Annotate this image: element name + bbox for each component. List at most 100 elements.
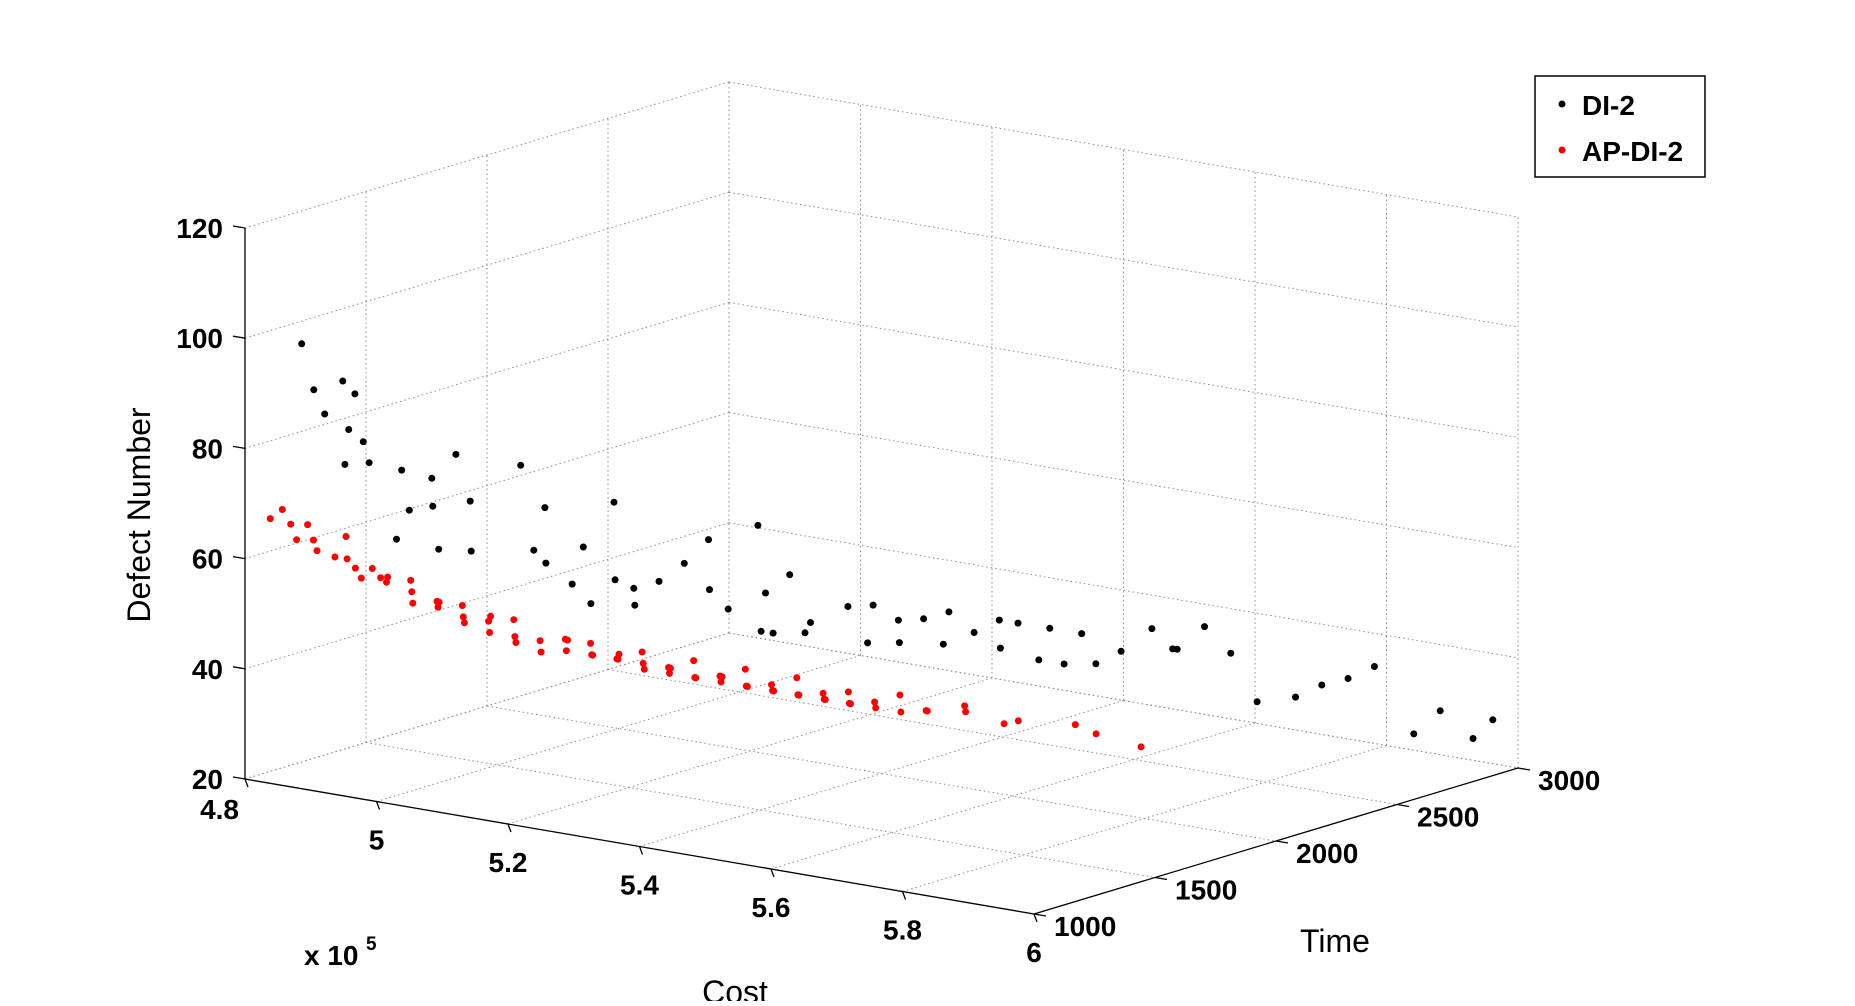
y-tick-label: 2000: [1296, 838, 1358, 869]
data-point: [511, 633, 519, 641]
y-tick-mark: [1154, 876, 1168, 881]
data-point: [801, 629, 809, 637]
axes: [232, 225, 1531, 923]
data-point: [310, 386, 318, 394]
data-point: [341, 460, 349, 468]
back-wall-gridline: [728, 191, 1519, 328]
legend: DI-2 AP-DI-2: [1534, 75, 1706, 178]
data-point: [365, 459, 373, 467]
z-tick-mark: [232, 445, 246, 450]
data-point: [706, 586, 713, 594]
data-point: [970, 629, 978, 636]
x-tick-label: 4.8: [200, 794, 239, 825]
data-point: [1014, 619, 1022, 627]
data-point: [718, 673, 726, 681]
data-point: [807, 619, 814, 626]
data-point: [770, 687, 778, 695]
data-point: [357, 574, 365, 582]
x-tick-label: 5.4: [620, 870, 659, 901]
data-point: [724, 605, 732, 613]
z-tick-label: 60: [192, 544, 223, 575]
data-point: [377, 574, 385, 582]
data-point: [995, 616, 1003, 624]
data-point: [705, 536, 712, 544]
data-point: [961, 702, 969, 710]
data-point: [844, 688, 852, 696]
z-tick-label: 20: [192, 764, 223, 795]
data-point: [962, 708, 970, 716]
x-tick-mark: [770, 868, 775, 878]
z-tick-mark: [232, 225, 246, 229]
data-point: [351, 564, 359, 572]
grid: [244, 81, 1519, 915]
data-point: [530, 546, 538, 554]
data-point: [638, 648, 646, 656]
data-point: [786, 571, 794, 579]
data-point: [405, 506, 413, 514]
data-point: [266, 515, 274, 523]
x-axis-label: Cost: [702, 974, 768, 1001]
x-tick-mark: [1033, 913, 1038, 923]
legend-label-di2: DI-2: [1582, 90, 1635, 121]
data-point: [536, 637, 544, 645]
data-point: [541, 504, 549, 512]
data-point: [345, 426, 353, 433]
data-point: [692, 674, 700, 682]
data-point: [639, 659, 647, 667]
tick-labels: 4.8 5 5.2 5.4 5.6 5.8 6 1000 1500 2000 2500 3000 20 4…: [176, 213, 1600, 968]
back-wall-gridline: [728, 412, 1519, 549]
data-point: [293, 536, 301, 544]
legend-marker-di2: [1558, 100, 1566, 108]
left-wall-gridline: [244, 412, 730, 560]
left-wall-gridline: [244, 522, 730, 670]
data-point: [1436, 707, 1444, 715]
floor-gridline: [607, 669, 1398, 805]
data-point: [897, 708, 905, 716]
data-points: [266, 340, 1497, 751]
data-point: [1370, 663, 1378, 670]
data-point: [587, 639, 595, 647]
data-point: [1092, 730, 1100, 738]
series-ap-di-2: [266, 506, 1145, 751]
left-wall-gridline: [244, 301, 730, 449]
floor-gridline: [486, 705, 1277, 842]
y-tick-mark: [1275, 840, 1289, 844]
data-point: [754, 521, 762, 529]
data-point: [537, 648, 545, 656]
data-point: [564, 636, 571, 644]
data-point: [487, 612, 495, 620]
data-point: [393, 535, 400, 543]
z-tick-label: 120: [176, 213, 223, 244]
data-point: [313, 547, 321, 555]
data-point: [1318, 681, 1326, 689]
y-tick-label: 1000: [1054, 911, 1116, 942]
data-point: [1148, 625, 1156, 633]
data-point: [589, 651, 597, 659]
data-point: [690, 657, 698, 665]
data-point: [895, 639, 903, 647]
data-point: [1035, 656, 1043, 664]
data-point: [869, 601, 877, 609]
legend-label-ap-di2: AP-DI-2: [1582, 136, 1683, 167]
left-wall-gridline: [244, 81, 730, 229]
data-point: [844, 603, 852, 610]
data-point: [1000, 720, 1008, 728]
x-multiplier-base: x 10: [304, 940, 359, 971]
data-point: [655, 577, 663, 585]
data-point: [1292, 693, 1299, 701]
data-point: [342, 533, 350, 540]
data-point: [486, 629, 494, 636]
data-point: [611, 576, 619, 584]
data-point: [923, 707, 931, 715]
y-axis-label: Time: [1300, 923, 1370, 959]
y-tick-label: 3000: [1538, 765, 1600, 796]
data-point: [631, 601, 639, 609]
data-point: [458, 602, 466, 609]
data-point: [667, 664, 674, 672]
y-tick-mark: [1033, 913, 1047, 917]
y-tick-mark: [1517, 767, 1531, 771]
data-point: [310, 536, 317, 544]
z-tick-label: 40: [192, 654, 223, 685]
data-point: [768, 681, 775, 689]
data-point: [368, 565, 376, 572]
